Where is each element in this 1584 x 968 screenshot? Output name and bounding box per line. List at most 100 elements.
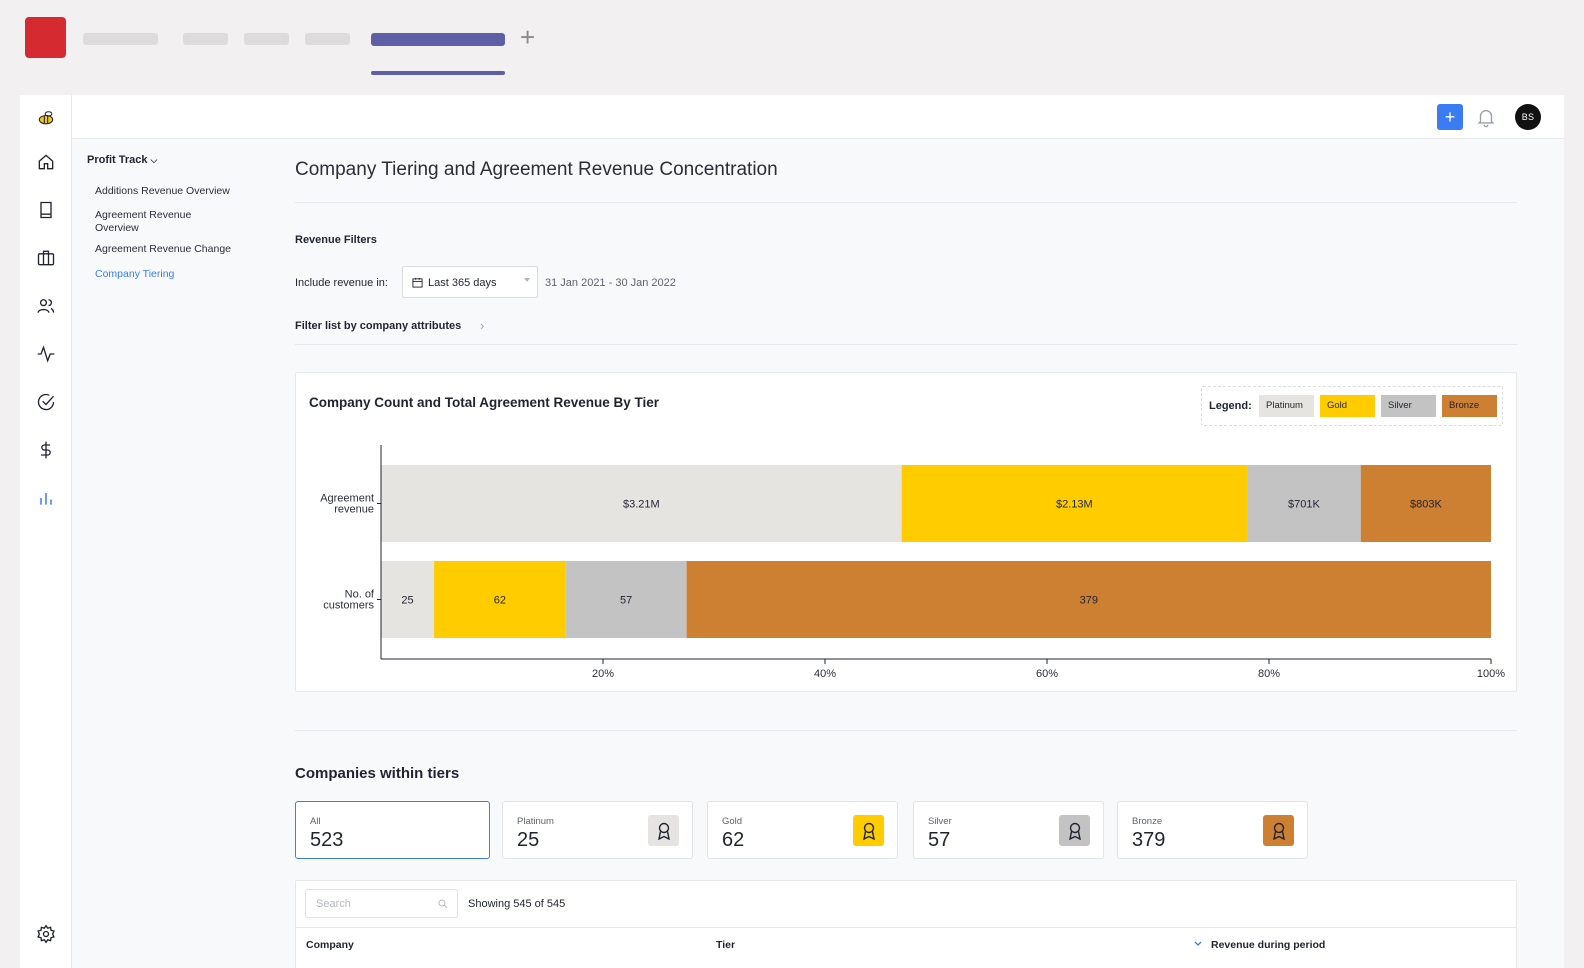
tier-card-label: All bbox=[310, 816, 321, 827]
x-tick-label: 80% bbox=[1258, 668, 1280, 680]
period-select-value: Last 365 days bbox=[428, 277, 497, 289]
divider bbox=[295, 202, 1517, 203]
subnav-section-toggle[interactable]: Profit Track ⌵ bbox=[87, 154, 157, 166]
revenue-filters-heading: Revenue Filters bbox=[295, 234, 377, 246]
bar-data-label: $701K bbox=[1288, 499, 1320, 511]
tier-card-label: Silver bbox=[928, 816, 952, 827]
award-badge-icon bbox=[1263, 815, 1294, 846]
award-badge-icon bbox=[1059, 815, 1090, 846]
tier-card-value: 523 bbox=[310, 829, 344, 851]
chart-title: Company Count and Total Agreement Revenu… bbox=[309, 395, 660, 410]
legend-item-platinum: Platinum bbox=[1259, 395, 1314, 417]
top-tab-strip: + bbox=[0, 0, 1584, 95]
filter-company-attributes-toggle[interactable]: Filter list by company attributes bbox=[295, 320, 462, 332]
bee-logo-icon[interactable] bbox=[33, 105, 59, 131]
tab-placeholder[interactable] bbox=[183, 33, 228, 45]
tier-card-value: 25 bbox=[517, 829, 540, 851]
tier-card-platinum[interactable]: Platinum 25 bbox=[502, 801, 693, 859]
date-range-text: 31 Jan 2021 - 30 Jan 2022 bbox=[545, 277, 676, 289]
tier-card-label: Platinum bbox=[517, 816, 554, 827]
column-header-tier[interactable]: Tier bbox=[716, 939, 736, 951]
bar-data-label: 25 bbox=[401, 595, 413, 607]
section-subnav: Profit Track ⌵ Additions Revenue Overview… bbox=[72, 139, 272, 968]
add-button[interactable]: + bbox=[1437, 104, 1463, 130]
subnav-item-agreement-revenue-overview[interactable]: Agreement Revenue Overview bbox=[95, 209, 192, 234]
legend-item-gold: Gold bbox=[1320, 395, 1375, 417]
tier-chart-card: $3.21M $2.13M $701K $803K Agreement revenue 25… bbox=[295, 372, 1517, 692]
calendar-icon bbox=[412, 277, 423, 288]
y-category-label: No. of bbox=[345, 589, 375, 601]
legend-item-silver: Silver bbox=[1381, 395, 1436, 417]
chevron-right-icon[interactable]: › bbox=[480, 318, 485, 333]
y-category-label: revenue bbox=[334, 504, 374, 516]
bar-segment-bronze[interactable] bbox=[686, 561, 1491, 638]
divider bbox=[295, 344, 1517, 345]
column-header-revenue[interactable]: Revenue during period bbox=[1211, 939, 1326, 951]
activity-icon[interactable] bbox=[33, 341, 59, 367]
search-placeholder: Search bbox=[316, 898, 351, 910]
sort-chevron-down-icon[interactable] bbox=[1193, 939, 1203, 952]
home-icon[interactable] bbox=[33, 149, 59, 175]
tier-card-value: 62 bbox=[722, 829, 745, 851]
y-category-label: customers bbox=[323, 600, 374, 612]
table-header: Company Tier Revenue during period bbox=[296, 927, 1516, 967]
bar-data-label: $803K bbox=[1410, 499, 1442, 511]
bar-segment-gold[interactable] bbox=[901, 465, 1248, 542]
tab-placeholder[interactable] bbox=[305, 33, 350, 45]
search-input[interactable]: Search bbox=[305, 889, 458, 918]
subnav-item-agreement-revenue-change[interactable]: Agreement Revenue Change bbox=[95, 243, 232, 255]
tier-card-bronze[interactable]: Bronze 379 bbox=[1117, 801, 1308, 859]
bar-segment-platinum[interactable] bbox=[381, 465, 902, 542]
users-icon[interactable] bbox=[33, 293, 59, 319]
period-select[interactable]: Last 365 days bbox=[402, 266, 538, 298]
showing-count: Showing 545 of 545 bbox=[468, 898, 566, 910]
tier-card-all[interactable]: All 523 bbox=[295, 801, 490, 859]
page-title: Company Tiering and Agreement Revenue Co… bbox=[295, 159, 778, 180]
app-logo[interactable] bbox=[25, 17, 66, 58]
tab-placeholder[interactable] bbox=[244, 33, 289, 45]
tab-active[interactable] bbox=[371, 33, 505, 46]
award-badge-icon bbox=[853, 815, 884, 846]
bar-segment-bronze[interactable] bbox=[1360, 465, 1491, 542]
bar-segment-silver[interactable] bbox=[565, 561, 687, 638]
award-badge-icon bbox=[648, 815, 679, 846]
tier-card-value: 379 bbox=[1132, 829, 1166, 851]
x-tick-label: 60% bbox=[1036, 668, 1058, 680]
settings-gear-icon[interactable] bbox=[33, 921, 59, 947]
y-category-label: Agreement bbox=[320, 493, 374, 505]
user-avatar[interactable]: BS bbox=[1515, 104, 1541, 130]
column-header-company[interactable]: Company bbox=[306, 939, 354, 951]
book-icon[interactable] bbox=[33, 197, 59, 223]
icon-rail bbox=[20, 95, 72, 968]
dollar-icon[interactable] bbox=[33, 437, 59, 463]
include-revenue-label: Include revenue in: bbox=[295, 277, 388, 289]
app-header: + BS bbox=[72, 95, 1564, 139]
check-circle-icon[interactable] bbox=[33, 389, 59, 415]
bell-icon[interactable] bbox=[1475, 106, 1497, 128]
tab-active-indicator bbox=[371, 71, 505, 75]
subnav-item-company-tiering[interactable]: Company Tiering bbox=[95, 268, 175, 280]
legend-item-bronze: Bronze bbox=[1442, 395, 1497, 417]
tier-card-label: Gold bbox=[722, 816, 743, 827]
tab-placeholder[interactable] bbox=[83, 33, 158, 45]
briefcase-icon[interactable] bbox=[33, 245, 59, 271]
caret-down-icon bbox=[524, 278, 530, 282]
companies-within-tiers-heading: Companies within tiers bbox=[295, 765, 460, 782]
x-tick-label: 20% bbox=[592, 668, 614, 680]
bar-data-label: $3.21M bbox=[623, 499, 660, 511]
new-tab-plus-icon[interactable]: + bbox=[520, 22, 536, 52]
subnav-item-additions-revenue-overview[interactable]: Additions Revenue Overview bbox=[95, 185, 230, 197]
tier-card-gold[interactable]: Gold 62 bbox=[707, 801, 898, 859]
bar-data-label: 62 bbox=[494, 595, 506, 607]
bar-segment-silver[interactable] bbox=[1247, 465, 1361, 542]
bar-chart-icon[interactable] bbox=[33, 485, 59, 511]
tier-card-label: Bronze bbox=[1132, 816, 1163, 827]
tier-card-value: 57 bbox=[928, 829, 951, 851]
companies-table: Search Showing 545 of 545 Company Tier R… bbox=[295, 880, 1517, 968]
divider bbox=[295, 730, 1517, 731]
x-tick-label: 100% bbox=[1477, 668, 1505, 680]
bar-segment-platinum[interactable] bbox=[381, 561, 435, 638]
bar-segment-gold[interactable] bbox=[434, 561, 566, 638]
tier-card-silver[interactable]: Silver 57 bbox=[913, 801, 1104, 859]
